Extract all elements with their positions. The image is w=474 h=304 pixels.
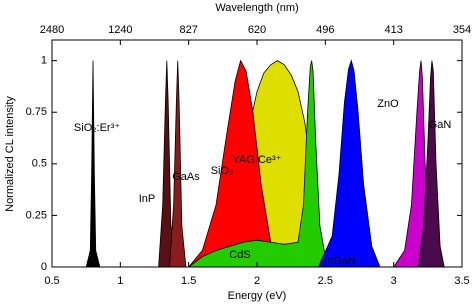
peak-area	[85, 60, 101, 268]
x2-axis-title: Wavelength (nm)	[215, 2, 298, 14]
x-tick-label: 2	[254, 275, 260, 287]
peak-area	[169, 60, 187, 268]
series-label: GaAs	[172, 171, 200, 183]
series-label: ZnO	[377, 98, 399, 110]
x-tick-label: 0.5	[44, 275, 59, 287]
x-tick-label: 2.5	[318, 275, 333, 287]
y-axis-title: Normalized CL intensity	[4, 96, 16, 212]
x-axis-title: Energy (eV)	[228, 290, 287, 302]
series-label: SiO₂	[211, 165, 234, 177]
x2-tick-label: 354	[453, 24, 471, 36]
y-tick-label: 1	[41, 55, 47, 67]
x2-tick-label: 2480	[40, 24, 64, 36]
series-label: SiO₂:Er³⁺	[74, 122, 120, 134]
series-label: InGaN	[324, 255, 356, 267]
x-tick-label: 1	[117, 275, 123, 287]
x2-tick-label: 1240	[108, 24, 132, 36]
y-tick-label: 0.75	[26, 106, 47, 118]
peak-area	[317, 59, 381, 268]
series-label: InP	[139, 193, 156, 205]
series-label: YAG:Ce³⁺	[232, 154, 281, 166]
series-label: GaN	[429, 119, 452, 131]
peak-area	[187, 60, 333, 268]
series-label: CdS	[229, 249, 250, 261]
x2-tick-label: 496	[316, 24, 334, 36]
peak-area	[417, 60, 445, 268]
x2-tick-label: 413	[384, 24, 402, 36]
y-tick-label: 0.25	[26, 209, 47, 221]
x2-tick-label: 827	[179, 24, 197, 36]
x-tick-label: 1.5	[181, 275, 196, 287]
x-tick-label: 3.5	[454, 275, 469, 287]
y-tick-label: 0	[41, 261, 47, 273]
x-tick-label: 3	[391, 275, 397, 287]
y-tick-label: 0.5	[32, 158, 47, 170]
x2-tick-label: 620	[248, 24, 266, 36]
